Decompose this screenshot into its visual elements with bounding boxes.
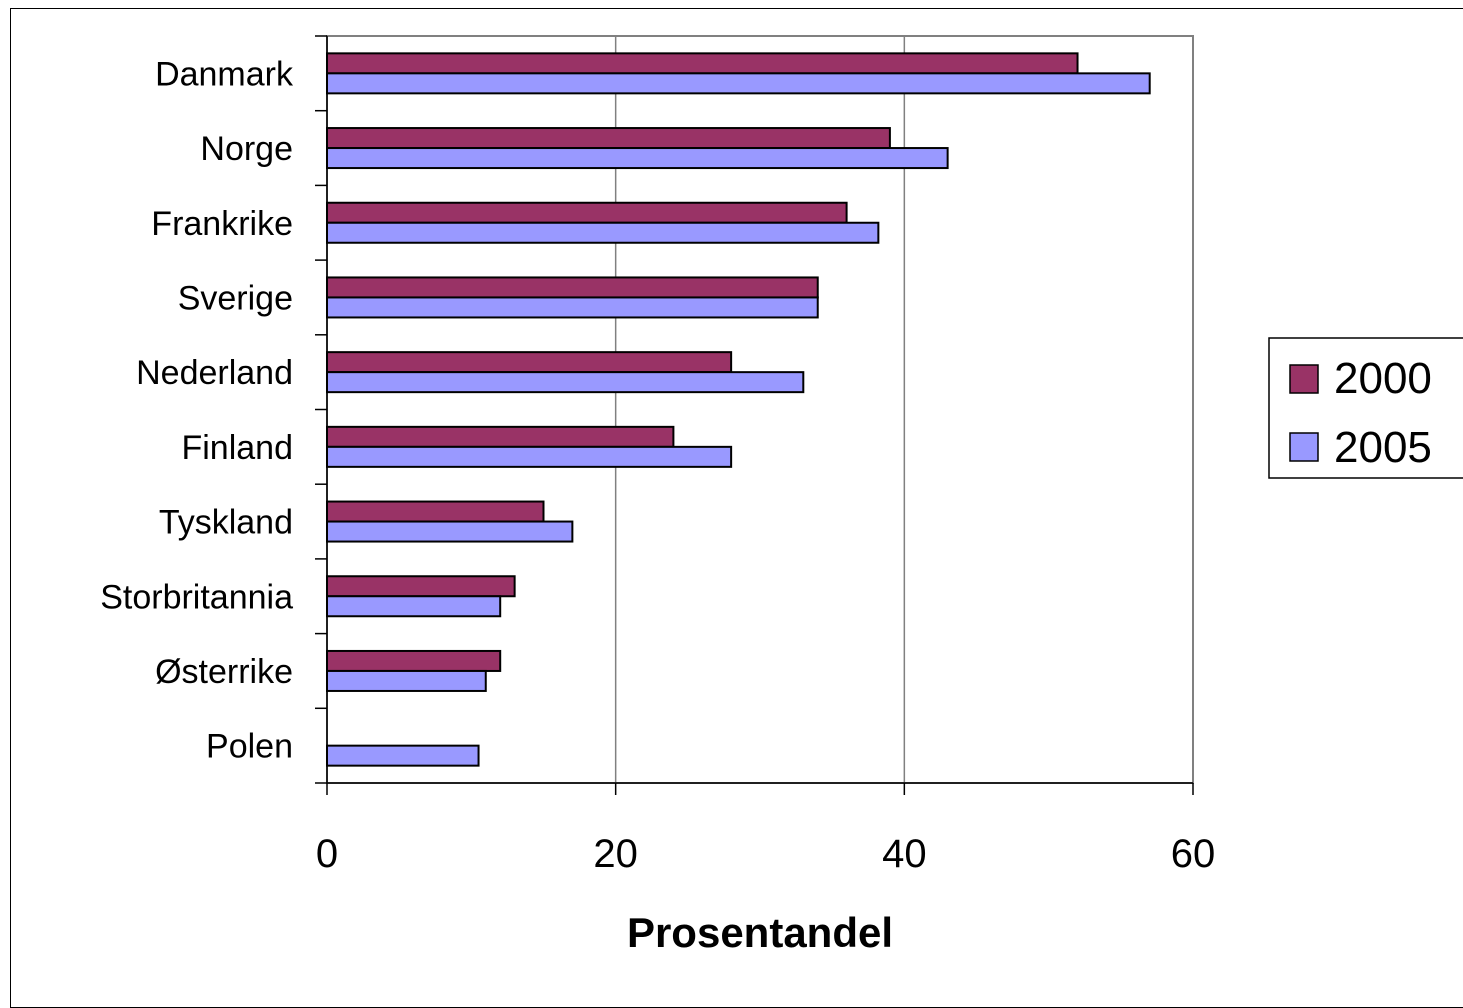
category-label: Norge — [200, 130, 293, 168]
category-label: Storbritannia — [100, 578, 293, 616]
x-tick-label: 20 — [593, 832, 638, 876]
bar-2005 — [326, 744, 480, 767]
bar-2000 — [326, 52, 1079, 75]
legend-swatch-2005 — [1289, 432, 1319, 462]
x-tick-label: 60 — [1171, 832, 1216, 876]
bar-2000 — [326, 500, 545, 523]
bar-2005 — [326, 72, 1151, 95]
bars — [326, 52, 1151, 767]
category-label: Nederland — [136, 354, 293, 392]
chart-frame — [10, 8, 1463, 1008]
category-label: Østerrike — [155, 653, 293, 691]
bar-2005 — [326, 595, 502, 618]
bar-2005 — [326, 669, 487, 692]
category-label: Finland — [181, 429, 293, 467]
bar-2000 — [326, 425, 675, 448]
bar-2000 — [326, 575, 516, 598]
y-axis-ticks — [315, 35, 327, 784]
category-label: Tyskland — [159, 504, 293, 542]
bar-2000 — [326, 649, 502, 672]
category-labels: Danmark Norge Frankrike Sverige Nederland Fin… — [100, 55, 294, 765]
bar-2005 — [326, 296, 819, 319]
bar-2005 — [326, 445, 733, 468]
category-label: Polen — [206, 728, 293, 766]
x-tick-labels: 0 20 40 60 — [316, 832, 1215, 876]
category-label: Frankrike — [151, 205, 293, 243]
x-tick-label: 0 — [316, 832, 338, 876]
bar-2000 — [326, 127, 891, 150]
bar-2005 — [326, 371, 805, 394]
bar-2005 — [326, 221, 880, 244]
bar-2005 — [326, 520, 574, 543]
x-tick-label: 40 — [882, 832, 927, 876]
bar-2000 — [326, 276, 819, 299]
legend-swatch-2000 — [1289, 364, 1319, 394]
legend: 2000 2005 — [1268, 337, 1463, 479]
category-label: Danmark — [155, 55, 294, 93]
bar-2000 — [326, 201, 848, 224]
legend-label-2000: 2000 — [1334, 354, 1432, 403]
category-label: Sverige — [178, 279, 293, 317]
legend-label-2005: 2005 — [1334, 423, 1432, 472]
bar-2000 — [326, 351, 733, 374]
bar-2005 — [326, 147, 949, 170]
x-axis-ticks — [326, 783, 1194, 795]
x-axis-title: Prosentandel — [627, 909, 893, 956]
